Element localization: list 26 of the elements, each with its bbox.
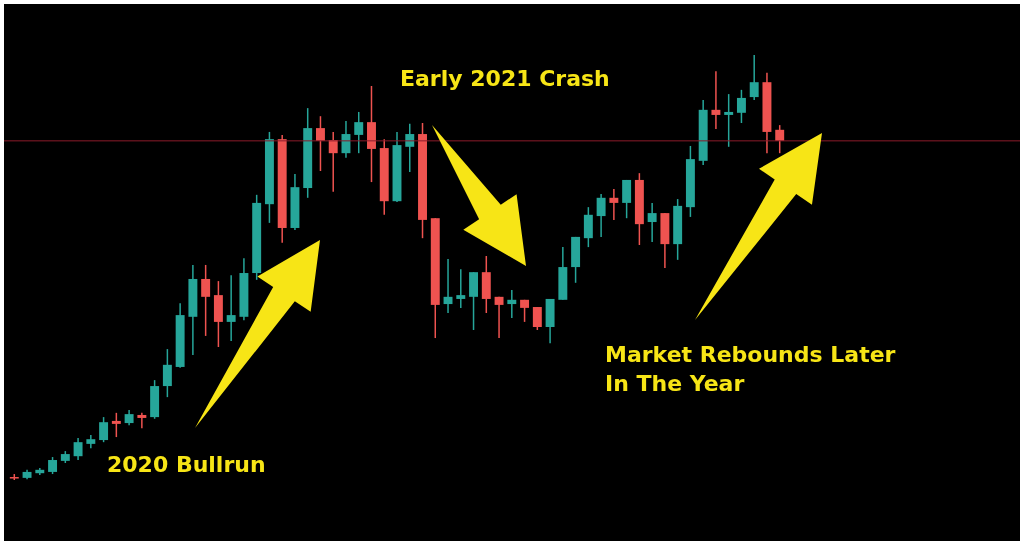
candlestick [201,264,211,337]
candlestick [456,268,466,309]
candlestick [609,188,619,221]
candlestick [226,274,236,342]
candlestick [724,93,734,148]
candlestick [315,115,325,172]
candlestick [775,124,785,154]
candlestick [647,202,657,243]
candlestick [354,111,364,154]
candlestick [736,89,746,124]
candlestick [749,54,759,101]
candlestick [99,416,109,443]
candlestick [507,289,517,319]
candlestick [162,348,172,398]
candlestick [494,296,504,339]
candlestick [583,206,593,248]
candlestick [111,412,121,438]
candlestick [596,193,606,238]
annotation: Early 2021 Crash [400,66,610,91]
annotation: 2020 Bullrun [107,452,266,477]
candlestick [711,70,721,130]
candlestick [622,179,632,219]
candlestick [532,306,542,331]
candlestick [137,412,147,429]
candlestick [73,437,83,461]
annotation: Market Rebounds Later In The Year [605,342,896,396]
